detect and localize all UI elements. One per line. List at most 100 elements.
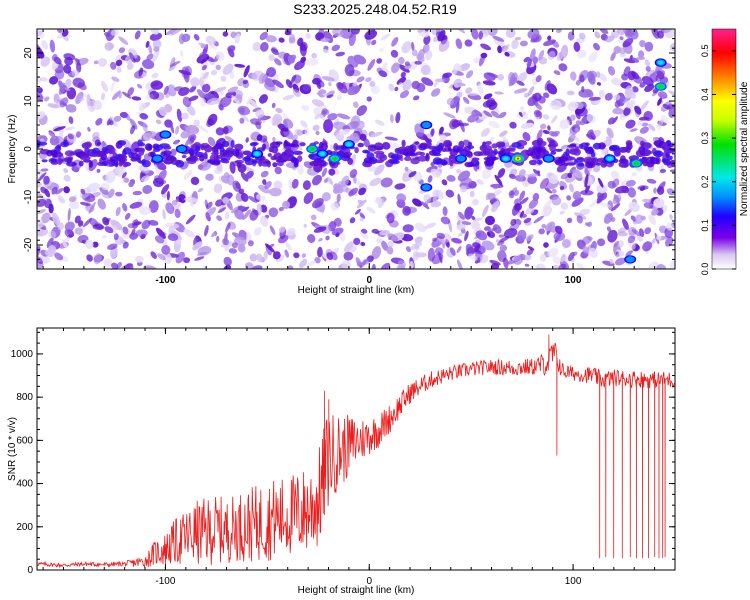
heatmap-cell bbox=[207, 136, 216, 146]
heatmap-cell bbox=[639, 82, 646, 88]
heatmap-cell bbox=[113, 115, 122, 122]
heatmap-cell bbox=[449, 118, 459, 130]
heatmap-cell bbox=[386, 213, 395, 224]
heatmap-cell bbox=[301, 253, 306, 258]
heatmap-cell bbox=[457, 211, 465, 220]
heatmap-cell bbox=[54, 69, 65, 80]
heatmap-cell bbox=[371, 228, 379, 234]
heatmap-y-tick-label: -10 bbox=[23, 189, 34, 204]
heatmap-cell bbox=[606, 127, 614, 139]
heatmap-cell bbox=[404, 156, 412, 162]
heatmap-cell bbox=[57, 157, 63, 165]
heatmap-cell bbox=[575, 120, 582, 126]
heatmap-cell bbox=[305, 32, 312, 39]
heatmap-cell bbox=[497, 250, 507, 262]
heatmap-hotspot bbox=[309, 147, 316, 151]
heatmap-cell bbox=[617, 227, 628, 233]
heatmap-cell bbox=[499, 244, 508, 252]
heatmap-cell bbox=[118, 157, 128, 162]
heatmap-cell bbox=[207, 159, 213, 163]
heatmap-cell bbox=[190, 136, 195, 144]
heatmap-cell bbox=[122, 203, 128, 212]
heatmap-cell bbox=[379, 48, 384, 52]
heatmap-cell bbox=[167, 84, 177, 97]
heatmap-cell bbox=[330, 202, 340, 211]
heatmap-cell bbox=[485, 192, 491, 201]
snr-y-tick-label: 0 bbox=[27, 565, 33, 576]
heatmap-cell bbox=[550, 174, 557, 180]
heatmap-cell bbox=[487, 227, 498, 233]
heatmap-cell bbox=[607, 66, 616, 76]
heatmap-cell bbox=[128, 52, 136, 63]
heatmap-cell bbox=[493, 38, 506, 47]
heatmap-cell bbox=[597, 177, 604, 188]
heatmap-cell bbox=[594, 31, 601, 39]
heatmap-cell bbox=[328, 81, 332, 87]
heatmap-cell bbox=[570, 114, 576, 121]
heatmap-cell bbox=[67, 133, 74, 140]
heatmap-cell bbox=[118, 36, 129, 45]
heatmap-cell bbox=[579, 74, 585, 83]
heatmap-cell bbox=[371, 263, 376, 269]
heatmap-cell bbox=[174, 125, 180, 135]
heatmap-cell bbox=[201, 92, 215, 99]
heatmap-cell bbox=[596, 184, 608, 194]
heatmap-cell bbox=[533, 92, 542, 102]
heatmap-cell bbox=[559, 118, 570, 130]
heatmap-cell bbox=[665, 236, 674, 247]
heatmap-cell bbox=[615, 251, 624, 259]
heatmap-hotspot bbox=[421, 184, 431, 191]
heatmap-y-tick-label: 0 bbox=[23, 146, 34, 152]
heatmap-cell bbox=[299, 258, 308, 268]
heatmap-cell bbox=[62, 239, 68, 249]
heatmap-cell bbox=[483, 93, 493, 100]
heatmap-cell bbox=[478, 53, 486, 67]
heatmap-cell bbox=[566, 217, 573, 224]
heatmap-cell bbox=[579, 208, 591, 216]
heatmap-cell bbox=[460, 177, 472, 186]
heatmap-cell bbox=[332, 29, 344, 37]
heatmap-cell bbox=[528, 147, 533, 153]
heatmap-cell bbox=[504, 51, 510, 57]
heatmap-cell bbox=[656, 235, 662, 241]
heatmap-cell bbox=[219, 96, 232, 108]
heatmap-cell bbox=[116, 66, 122, 73]
heatmap-cell bbox=[146, 53, 154, 61]
heatmap-cell bbox=[626, 99, 636, 109]
heatmap-cell bbox=[260, 204, 268, 213]
heatmap-cell bbox=[339, 232, 346, 242]
heatmap-cell bbox=[666, 188, 675, 196]
heatmap-cell bbox=[397, 259, 406, 269]
heatmap-cell bbox=[236, 161, 242, 169]
heatmap-hotspot bbox=[319, 151, 326, 156]
heatmap-cell bbox=[284, 30, 292, 36]
heatmap-cell bbox=[111, 76, 120, 82]
heatmap-cell bbox=[271, 141, 277, 147]
heatmap-cell bbox=[140, 147, 146, 153]
heatmap-cell bbox=[473, 217, 483, 222]
heatmap-cell bbox=[154, 164, 160, 174]
heatmap-cell bbox=[285, 148, 293, 156]
heatmap-cell bbox=[417, 155, 428, 162]
heatmap-cell bbox=[132, 190, 142, 196]
heatmap-cell bbox=[213, 153, 219, 161]
heatmap-cell bbox=[446, 142, 452, 148]
heatmap-cell bbox=[227, 86, 239, 93]
heatmap-cell bbox=[519, 106, 525, 111]
heatmap-cell bbox=[77, 234, 89, 244]
heatmap-cell bbox=[68, 116, 74, 124]
heatmap-cell bbox=[124, 212, 131, 220]
heatmap-cell bbox=[623, 107, 631, 116]
heatmap-cell bbox=[142, 123, 148, 133]
heatmap-cell bbox=[84, 147, 91, 153]
heatmap-cell bbox=[356, 199, 367, 209]
heatmap-cell bbox=[605, 35, 615, 43]
heatmap-cell bbox=[572, 190, 582, 200]
heatmap-cell bbox=[481, 144, 492, 152]
heatmap-cell bbox=[382, 62, 388, 71]
heatmap-cell bbox=[291, 178, 299, 189]
heatmap-cell bbox=[648, 214, 657, 225]
heatmap-cell bbox=[200, 58, 206, 64]
